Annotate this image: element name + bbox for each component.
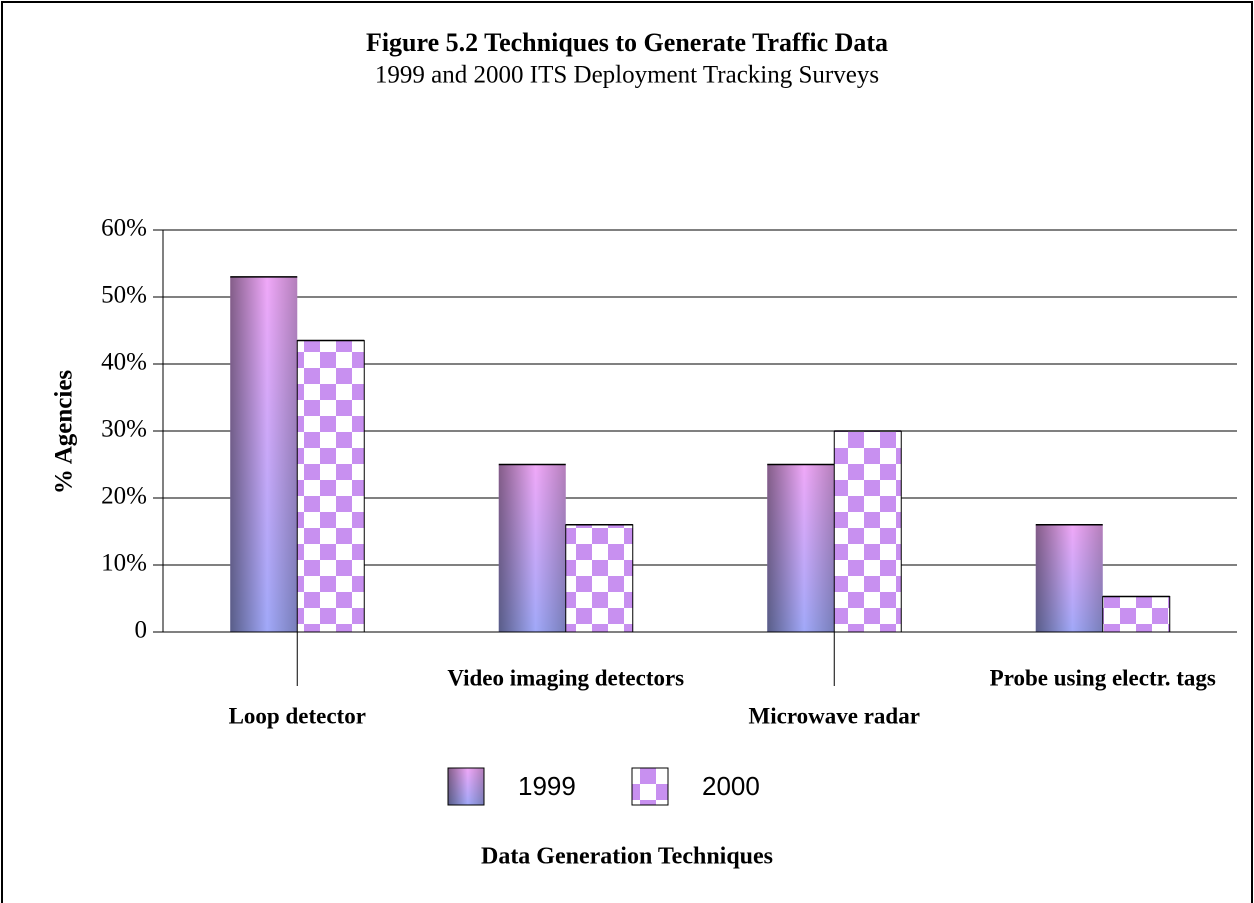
- bar-shade: [767, 464, 835, 632]
- y-tick-label: 60%: [101, 215, 147, 242]
- x-tick-label: Video imaging detectors: [447, 665, 684, 690]
- chart-subtitle: 1999 and 2000 ITS Deployment Tracking Su…: [375, 62, 879, 89]
- y-tick-label: 40%: [101, 349, 147, 376]
- x-tick-label: Probe using electr. tags: [990, 665, 1216, 690]
- legend-label: 1999: [518, 771, 576, 801]
- x-tick-label: Loop detector: [229, 703, 366, 728]
- bar-shade: [230, 276, 298, 632]
- y-axis-title: % Agencies: [51, 370, 78, 495]
- legend-label: 2000: [702, 771, 760, 801]
- legend-shade: [448, 768, 484, 805]
- bar: [296, 340, 365, 633]
- chart-title: Figure 5.2 Techniques to Generate Traffi…: [366, 28, 888, 57]
- x-axis-title: Data Generation Techniques: [481, 844, 773, 870]
- bar: [1102, 595, 1171, 633]
- y-tick-label: 50%: [101, 282, 147, 309]
- legend-swatch: [631, 767, 669, 806]
- bar: [833, 430, 902, 633]
- y-tick-label: 30%: [101, 416, 147, 443]
- y-tick-label: 10%: [101, 550, 147, 577]
- y-tick-label: 0: [135, 617, 148, 644]
- y-tick-label: 20%: [101, 483, 147, 510]
- bar-shade: [1035, 524, 1103, 632]
- bar-shade: [498, 464, 566, 632]
- bar: [565, 524, 634, 633]
- x-tick-label: Microwave radar: [749, 703, 920, 728]
